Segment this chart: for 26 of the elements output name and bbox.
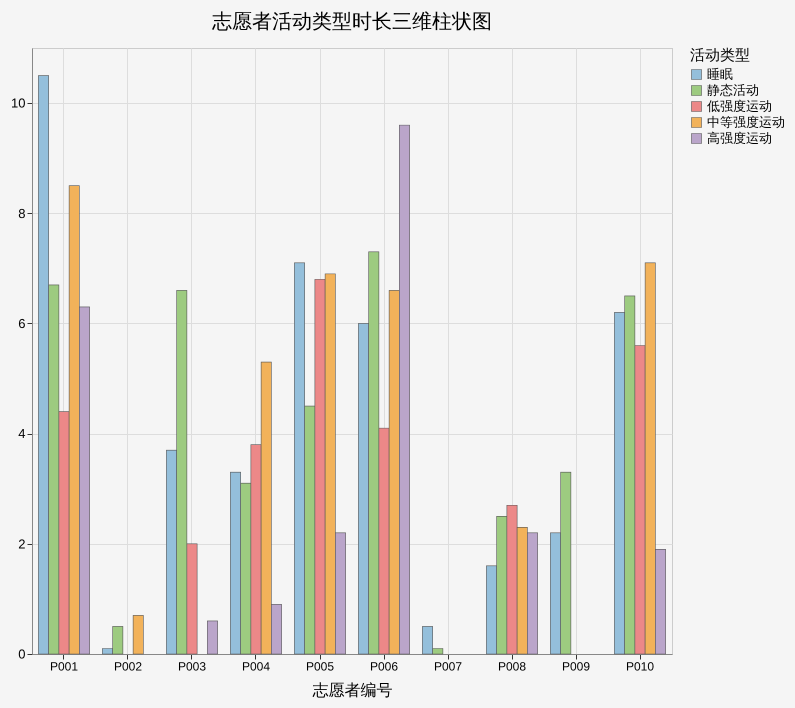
legend-title: 活动类型 — [690, 47, 750, 64]
x-tick-label: P004 — [242, 660, 270, 674]
x-tick-label: P003 — [178, 660, 206, 674]
x-tick-label: P005 — [306, 660, 334, 674]
legend-label: 睡眠 — [707, 66, 733, 82]
y-tick-label: 8 — [18, 206, 26, 221]
legend-label: 中等强度运动 — [707, 114, 785, 130]
chart-title: 志愿者活动类型时长三维柱状图 — [212, 11, 492, 33]
x-tick-label: P007 — [434, 660, 462, 674]
x-tick-label: P009 — [562, 660, 590, 674]
legend-label: 低强度运动 — [707, 98, 772, 114]
legend-label: 静态活动 — [707, 82, 759, 98]
legend-label: 高强度运动 — [707, 130, 772, 146]
y-tick-label: 2 — [18, 536, 26, 552]
x-tick-label: P010 — [626, 660, 654, 674]
x-tick-label: P002 — [114, 660, 142, 674]
x-tick-label: P008 — [498, 660, 526, 674]
x-axis-title: 志愿者编号 — [312, 682, 392, 700]
x-tick-label: P006 — [370, 660, 398, 674]
bar — [132, 615, 144, 654]
y-tick-label: 4 — [18, 426, 26, 442]
x-tick-label: P001 — [50, 660, 78, 674]
y-tick-label: 0 — [18, 646, 26, 662]
y-tick-label: 6 — [18, 316, 26, 331]
bar — [207, 620, 218, 654]
y-tick-label: 10 — [11, 96, 26, 111]
